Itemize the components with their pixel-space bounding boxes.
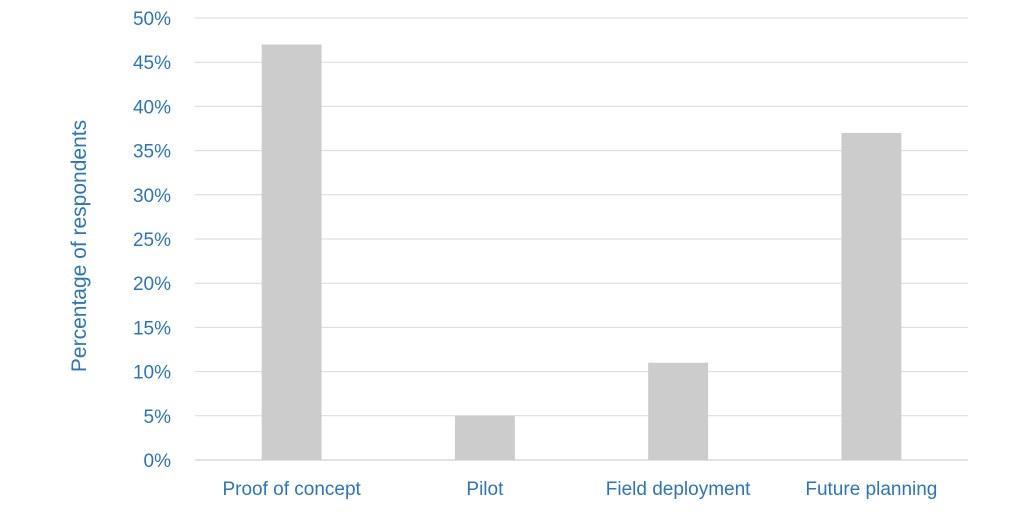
- x-category-label: Field deployment: [606, 479, 751, 500]
- bars: [261, 44, 902, 461]
- y-tick-label: 30%: [133, 186, 171, 207]
- category-labels: Proof of concept Pilot Field deployment Fut…: [222, 479, 937, 500]
- y-tick-label: 40%: [133, 97, 171, 118]
- bar-proof-of-concept: [261, 44, 322, 461]
- y-tick-label: 0%: [144, 451, 172, 472]
- y-tick-label: 35%: [133, 142, 171, 163]
- x-category-label: Proof of concept: [222, 479, 361, 500]
- y-tick-label: 5%: [144, 407, 172, 428]
- y-tick-labels: 0% 5% 10% 15% 20% 25% 30% 35% 40% 45% 50%: [133, 9, 171, 472]
- y-tick-label: 15%: [133, 318, 171, 339]
- y-tick-label: 50%: [133, 9, 171, 30]
- bar-pilot: [454, 415, 515, 460]
- bar-future-planning: [841, 132, 902, 461]
- y-tick-label: 10%: [133, 363, 171, 384]
- y-tick-label: 20%: [133, 274, 171, 295]
- y-tick-label: 25%: [133, 230, 171, 251]
- x-category-label: Pilot: [466, 479, 504, 500]
- bar-field-deployment: [648, 362, 709, 460]
- y-axis-title: Percentage of respondents: [68, 120, 91, 372]
- x-category-label: Future planning: [805, 479, 937, 500]
- gridlines: [195, 17, 968, 461]
- y-tick-label: 45%: [133, 53, 171, 74]
